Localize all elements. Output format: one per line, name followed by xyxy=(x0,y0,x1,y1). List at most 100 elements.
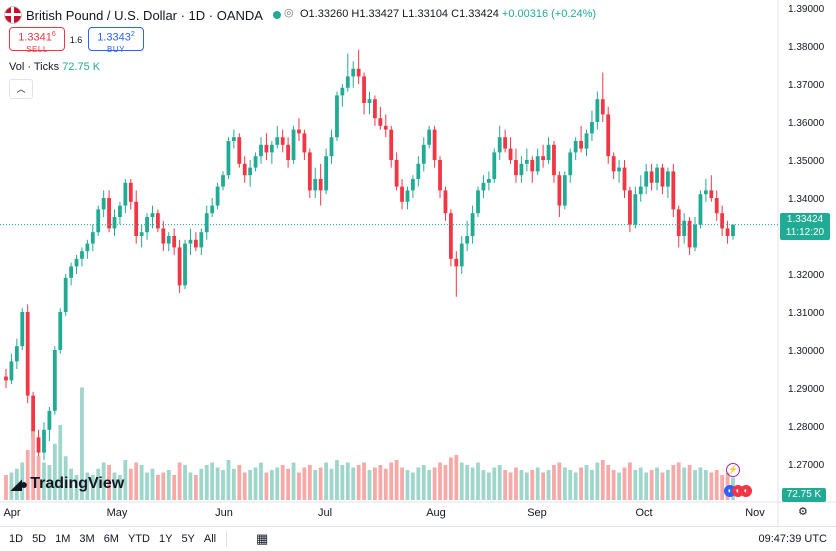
volume-legend[interactable]: Vol · Ticks 72.75 K xyxy=(9,61,100,73)
volume-bar xyxy=(248,470,253,500)
candle-body xyxy=(215,186,220,206)
candle-body xyxy=(112,217,117,229)
candle-body xyxy=(524,160,529,164)
utc-clock[interactable]: 09:47:39 UTC xyxy=(758,533,827,545)
y-tick-label: 1.28000 xyxy=(788,422,825,433)
settings-gear-icon[interactable]: ⚙ xyxy=(798,506,808,518)
range-3m[interactable]: 3M xyxy=(79,533,95,545)
volume-bar xyxy=(345,462,350,500)
calendar-icon[interactable]: ▦ xyxy=(256,531,269,546)
candle-body xyxy=(52,350,57,411)
y-tick-label: 1.35000 xyxy=(788,156,825,167)
range-1y[interactable]: 1Y xyxy=(158,533,173,545)
volume-bar xyxy=(297,472,301,500)
x-tick-label: Nov xyxy=(745,507,765,519)
volume-bar xyxy=(470,467,475,500)
volume-bar xyxy=(714,470,719,500)
candle-body xyxy=(497,137,502,153)
volume-bar xyxy=(394,460,399,500)
collapse-legend-button[interactable]: ︿ xyxy=(9,79,33,99)
volume-bar xyxy=(318,467,323,500)
candle-body xyxy=(416,163,421,179)
candle-body xyxy=(720,213,725,229)
volume-bar xyxy=(356,465,361,500)
volume-bar xyxy=(660,472,665,500)
candle-body xyxy=(14,346,19,362)
candle-body xyxy=(492,152,497,179)
symbol-header[interactable]: British Pound / U.S. Dollar · 1D · OANDA xyxy=(4,4,289,26)
range-5d[interactable]: 5D xyxy=(32,533,47,545)
volume-bar xyxy=(438,462,442,500)
volume-bar xyxy=(573,472,578,500)
candle-body xyxy=(600,99,605,115)
range-ytd[interactable]: YTD xyxy=(127,533,150,545)
volume-bar xyxy=(47,465,52,500)
candle-body xyxy=(584,133,589,149)
volume-bar xyxy=(720,475,725,500)
x-tick-label: Oct xyxy=(635,507,652,519)
volume-bar xyxy=(676,462,681,500)
candle-body xyxy=(248,167,253,176)
tradingview-logo[interactable]: ◢● TradingView xyxy=(11,475,124,493)
x-tick-label: Apr xyxy=(3,507,20,519)
volume-bar xyxy=(552,465,556,500)
lightning-event-icon[interactable]: ⚡ xyxy=(726,463,740,477)
candle-body xyxy=(340,87,345,96)
candle-body xyxy=(90,232,95,244)
symbol-title[interactable]: British Pound / U.S. Dollar · 1D · OANDA xyxy=(26,7,263,23)
volume-bar xyxy=(96,468,101,500)
candle-body xyxy=(74,258,79,267)
candle-body xyxy=(226,141,231,176)
candle-body xyxy=(47,410,52,430)
range-5y[interactable]: 5Y xyxy=(181,533,195,545)
candle-body xyxy=(546,144,551,160)
candle-body xyxy=(31,395,36,438)
sell-button[interactable]: 1.33416 SELL xyxy=(9,27,65,54)
volume-bar xyxy=(687,465,692,500)
candle-body xyxy=(448,213,453,259)
candle-body xyxy=(9,361,14,381)
economic-event-icon-3[interactable]: ◐ xyxy=(740,485,752,497)
candle-body xyxy=(508,148,513,160)
volume-bar xyxy=(562,467,567,500)
low-value: L1.33104 xyxy=(402,8,449,20)
volume-bar xyxy=(416,467,421,500)
range-1d[interactable]: 1D xyxy=(9,533,24,545)
range-6m[interactable]: 6M xyxy=(103,533,119,545)
volume-bar xyxy=(671,465,676,500)
last-price: 1.33424 xyxy=(786,214,824,225)
range-all[interactable]: All xyxy=(203,533,217,545)
volume-bar xyxy=(80,387,84,500)
open-value: O1.33260 xyxy=(300,8,349,20)
range-1m[interactable]: 1M xyxy=(55,533,71,545)
volume-bar xyxy=(156,475,160,500)
candle-body xyxy=(731,224,735,236)
buy-button[interactable]: 1.33432 BUY xyxy=(88,27,144,54)
volume-bar xyxy=(31,431,36,500)
y-tick-label: 1.32000 xyxy=(788,270,825,281)
candle-body xyxy=(465,236,470,244)
candle-body xyxy=(150,213,155,217)
candle-body xyxy=(606,114,611,157)
volume-bar xyxy=(25,450,30,500)
tradingview-logo-icon: ◢● xyxy=(11,475,28,492)
x-tick-label: Sep xyxy=(527,507,547,519)
volume-bar xyxy=(595,462,600,500)
candle-body xyxy=(530,160,535,172)
candle-body xyxy=(698,194,703,225)
volume-bar xyxy=(411,472,415,500)
buy-price-pip: 2 xyxy=(130,31,135,38)
volume-bar xyxy=(568,470,573,500)
candle-body xyxy=(486,179,491,183)
volume-bar xyxy=(123,460,128,500)
volume-bar xyxy=(253,467,258,500)
candle-body xyxy=(459,243,464,267)
volume-bar xyxy=(313,470,318,500)
candle-body xyxy=(655,167,659,183)
volume-bar xyxy=(584,465,589,500)
candle-body xyxy=(649,171,654,183)
volume-bar xyxy=(622,467,627,500)
eye-icon[interactable]: ◎ xyxy=(284,7,294,19)
candle-body xyxy=(269,144,274,153)
